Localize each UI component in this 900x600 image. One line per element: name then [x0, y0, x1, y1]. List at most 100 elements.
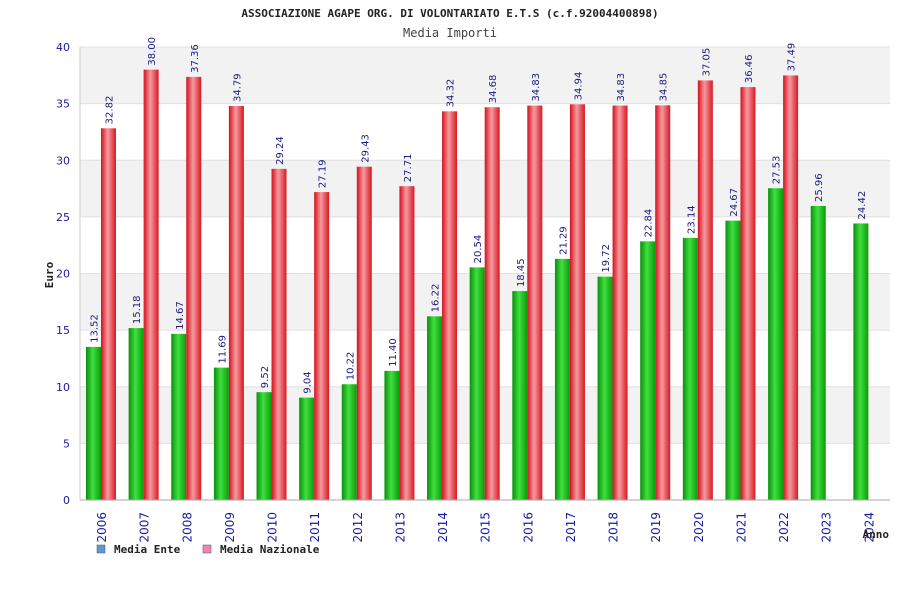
- bar-value-label: 19.72: [601, 244, 612, 273]
- x-tick-label: 2009: [223, 512, 237, 543]
- bar-value-label: 24.42: [857, 191, 868, 220]
- bar-media-nazionale: [697, 80, 713, 500]
- bar-media-nazionale: [271, 168, 287, 500]
- bar-value-label: 9.04: [303, 371, 314, 393]
- x-tick-label: 2015: [479, 512, 493, 543]
- x-axis-label: Anno: [863, 528, 890, 541]
- legend-swatch-media-ente: [96, 544, 106, 554]
- bar-media-nazionale: [527, 105, 543, 501]
- bar-media-nazionale: [356, 166, 372, 500]
- grid-band: [80, 47, 890, 104]
- bar-value-label: 32.82: [105, 96, 116, 125]
- bar-media-ente: [384, 370, 400, 500]
- bar-media-ente: [853, 223, 869, 501]
- bar-media-ente: [86, 346, 101, 500]
- x-tick-label: 2007: [138, 512, 152, 543]
- bar-media-ente: [810, 206, 826, 501]
- bar-media-nazionale: [228, 106, 244, 501]
- y-tick-label: 10: [56, 381, 70, 394]
- bar-media-ente: [427, 316, 443, 500]
- x-tick-label: 2010: [266, 512, 280, 543]
- y-axis-ticks: 0 5 10 15 20 25 30 35 40: [56, 41, 70, 507]
- chart-title: ASSOCIAZIONE AGAPE ORG. DI VOLONTARIATO …: [241, 7, 658, 20]
- y-tick-label: 25: [56, 211, 70, 224]
- y-tick-label: 40: [56, 41, 70, 54]
- bar-value-label: 34.83: [616, 73, 627, 102]
- bar-value-label: 37.49: [787, 43, 798, 72]
- y-axis-label: Euro: [43, 261, 56, 288]
- x-tick-label: 2012: [351, 512, 365, 543]
- x-tick-label: 2013: [393, 512, 407, 543]
- y-tick-label: 20: [56, 268, 70, 281]
- chart-subtitle: Media Importi: [403, 26, 497, 40]
- bar-media-nazionale: [612, 105, 628, 501]
- bar-media-nazionale: [399, 186, 415, 500]
- x-tick-label: 2006: [95, 512, 109, 543]
- bar-media-nazionale: [655, 105, 671, 500]
- legend-label-media-nazionale: Media Nazionale: [220, 543, 320, 556]
- x-tick-label: 2019: [649, 512, 663, 543]
- bar-value-label: 15.18: [132, 295, 143, 324]
- bar-value-label: 16.22: [431, 284, 442, 313]
- bar-media-ente: [725, 220, 741, 500]
- bar-media-ente: [768, 188, 784, 500]
- legend: Media Ente Media Nazionale: [96, 543, 320, 556]
- bar-value-label: 38.00: [147, 37, 158, 66]
- bar-media-ente: [597, 276, 613, 500]
- bar-value-label: 10.22: [345, 352, 356, 381]
- legend-label-media-ente: Media Ente: [114, 543, 181, 556]
- legend-swatch-media-nazionale: [202, 544, 212, 554]
- bar-value-label: 29.24: [275, 136, 286, 165]
- y-tick-label: 35: [56, 98, 70, 111]
- bar-media-nazionale: [314, 192, 330, 501]
- bar-value-label: 27.71: [403, 154, 414, 183]
- x-tick-label: 2017: [564, 512, 578, 543]
- bar-value-label: 34.32: [446, 79, 457, 108]
- bar-value-label: 29.43: [360, 134, 371, 163]
- x-tick-label: 2014: [436, 512, 450, 543]
- x-tick-label: 2020: [692, 512, 706, 543]
- x-tick-label: 2008: [180, 512, 194, 543]
- bar-media-ente: [682, 237, 698, 500]
- bar-media-nazionale: [484, 107, 500, 501]
- y-tick-label: 15: [56, 324, 70, 337]
- bar-value-label: 14.67: [175, 301, 186, 330]
- bar-value-label: 34.79: [232, 73, 243, 102]
- bar-value-label: 20.54: [473, 235, 484, 264]
- bar-value-label: 34.68: [488, 75, 499, 104]
- bar-value-label: 37.36: [190, 44, 201, 73]
- x-tick-label: 2016: [521, 512, 535, 543]
- bar-media-nazionale: [186, 76, 202, 500]
- x-tick-label: 2024: [862, 512, 876, 543]
- x-tick-label: 2022: [777, 512, 791, 543]
- bar-value-label: 21.29: [558, 226, 569, 255]
- bar-media-ente: [341, 384, 357, 500]
- bar-media-ente: [469, 267, 485, 500]
- bar-value-label: 24.67: [729, 188, 740, 217]
- y-tick-label: 0: [63, 494, 70, 507]
- bar-media-ente: [213, 367, 229, 500]
- bar-value-label: 36.46: [744, 54, 755, 83]
- bar-value-label: 27.19: [318, 159, 329, 188]
- bar-value-label: 9.52: [260, 366, 271, 388]
- bar-media-ente: [128, 328, 144, 500]
- bar-media-ente: [256, 392, 272, 500]
- bar-value-label: 11.69: [217, 335, 228, 364]
- bar-media-ente: [640, 241, 656, 500]
- bar-value-label: 18.45: [516, 258, 527, 287]
- y-tick-label: 30: [56, 154, 70, 167]
- bar-value-label: 11.40: [388, 338, 399, 367]
- bar-media-nazionale: [740, 87, 756, 500]
- x-tick-label: 2018: [607, 512, 621, 543]
- bar-value-label: 13.52: [90, 314, 101, 343]
- bar-value-label: 34.83: [531, 73, 542, 102]
- bars: 13.52 32.82 15.18 38.00 14.67 37.36 11.69 34.79…: [86, 37, 869, 501]
- bar-value-label: 27.53: [772, 156, 783, 185]
- x-tick-label: 2011: [308, 512, 322, 543]
- bar-value-label: 34.85: [659, 73, 670, 102]
- bar-media-nazionale: [143, 69, 159, 501]
- bar-value-label: 22.84: [644, 209, 655, 238]
- bar-value-label: 34.94: [573, 72, 584, 101]
- bar-media-ente: [299, 397, 315, 500]
